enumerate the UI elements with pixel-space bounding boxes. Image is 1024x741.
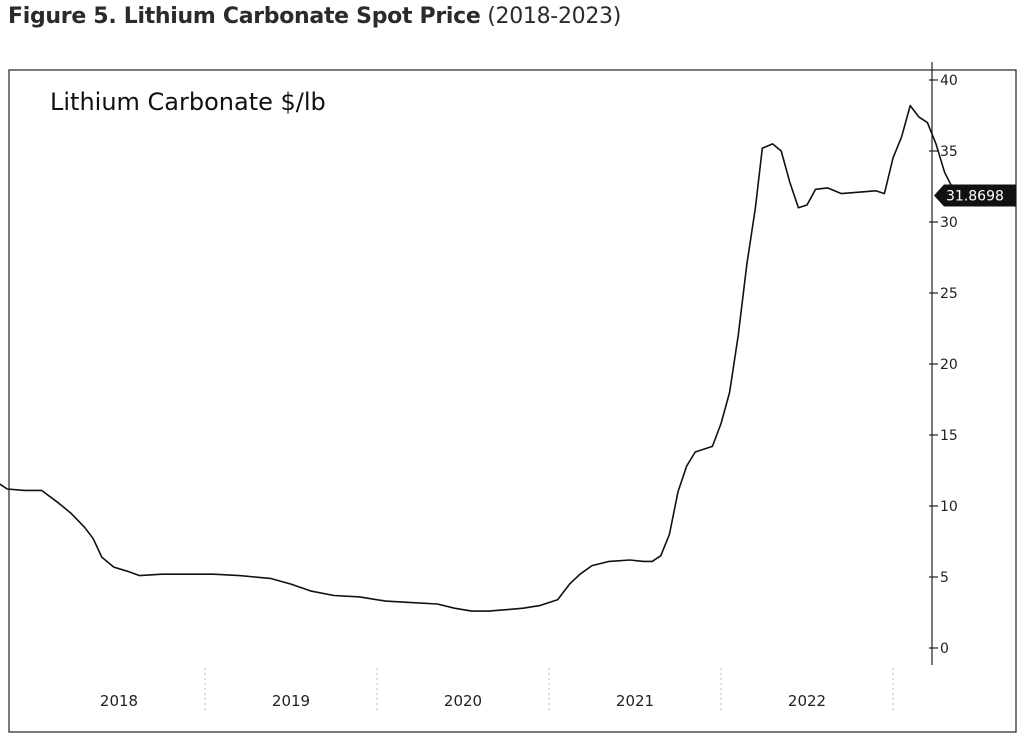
last-value-badge (934, 184, 1016, 207)
figure-title: Figure 5. Lithium Carbonate Spot Price (… (8, 4, 621, 29)
x-tick-label: 2019 (272, 692, 310, 710)
figure-title-rest: (2018-2023) (487, 4, 622, 29)
plot-area (0, 104, 960, 612)
last-value-marker: 31.8698 (934, 184, 1016, 207)
x-tick-label: 2021 (616, 692, 654, 710)
series-label: Lithium Carbonate $/lb (50, 88, 326, 116)
y-tick-label: 25 (940, 286, 958, 302)
y-tick-label: 15 (940, 428, 958, 444)
y-tick-label: 0 (940, 641, 949, 657)
x-tick-label: 2018 (100, 692, 138, 710)
x-axis: 2018 2019 2020 2021 2022 (100, 668, 894, 712)
y-tick-label: 30 (940, 215, 958, 231)
y-tick-label: 20 (940, 357, 958, 373)
y-axis: 0 5 10 15 20 25 30 35 40 (929, 73, 958, 657)
last-value-label: 31.8698 (946, 188, 1004, 204)
figure-title-bold: Figure 5. Lithium Carbonate Spot Price (8, 4, 481, 29)
y-tick-label: 10 (940, 499, 958, 515)
x-tick-label: 2022 (788, 692, 826, 710)
y-tick-label: 40 (940, 73, 958, 89)
x-tick-label: 2020 (444, 692, 482, 710)
chart-frame (8, 69, 1017, 733)
y-tick-label: 35 (940, 144, 958, 160)
y-tick-label: 5 (940, 570, 949, 586)
price-series-line (0, 104, 960, 612)
